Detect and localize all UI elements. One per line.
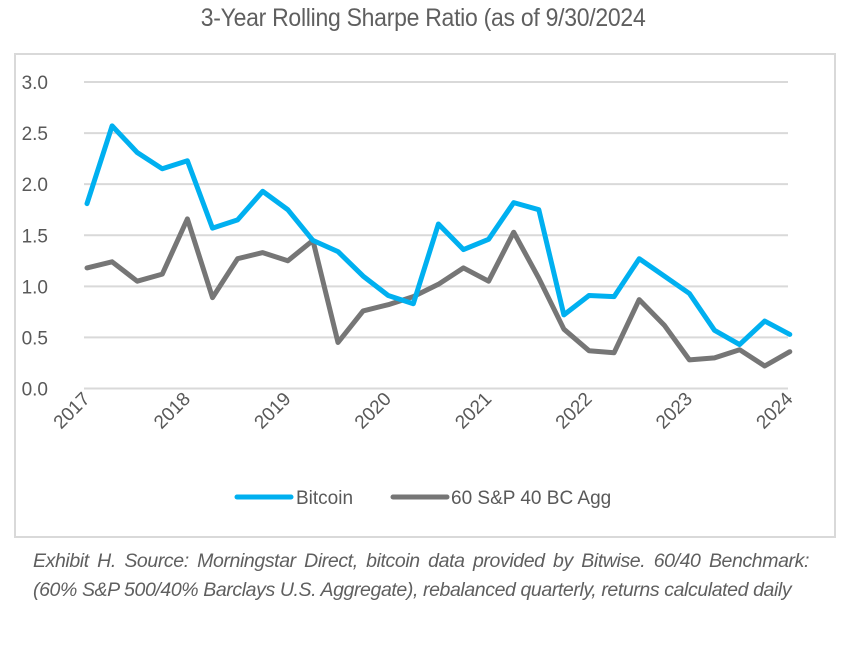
chart-title: 3-Year Rolling Sharpe Ratio (as of 9/30/… bbox=[200, 4, 646, 32]
series-line-60-s-p-40-bc-agg bbox=[84, 216, 793, 369]
y-axis-ticks: 0.0 0.5 1.0 1.5 2.0 2.5 3.0 bbox=[22, 73, 48, 401]
x-tick-label: 2019 bbox=[251, 389, 296, 434]
legend-label: Bitcoin bbox=[296, 488, 353, 509]
legend-label: 60 S&P 40 BC Agg bbox=[451, 488, 611, 509]
y-tick-label: 1.5 bbox=[22, 226, 48, 247]
line-chart: 0.00.51.01.52.02.53.0 2017 2018 2019 2020 20… bbox=[22, 73, 798, 509]
series-lines bbox=[84, 123, 793, 369]
series-line-bitcoin bbox=[84, 123, 793, 348]
x-tick-label: 2017 bbox=[50, 389, 95, 434]
x-tick-label: 2021 bbox=[451, 389, 496, 434]
y-tick-label: 2.0 bbox=[22, 175, 48, 196]
y-tick-label: 2.5 bbox=[22, 124, 48, 145]
x-tick-label: 2022 bbox=[552, 389, 597, 434]
x-tick-label: 2020 bbox=[351, 389, 396, 434]
x-axis-ticks: 2017 2018 2019 2020 2021 2022 2023 2024 bbox=[50, 388, 798, 433]
y-tick-label: 1.0 bbox=[22, 277, 48, 298]
x-tick-label: 2018 bbox=[150, 389, 195, 434]
y-tick-label: 0.5 bbox=[22, 328, 48, 349]
x-tick-label: 2023 bbox=[652, 389, 697, 434]
y-tick-label: 3.0 bbox=[22, 73, 48, 94]
y-tick-label: 0.0 bbox=[22, 380, 48, 401]
x-tick-label: 2024 bbox=[753, 388, 798, 433]
chart-caption: Exhibit H. Source: Morningstar Direct, b… bbox=[33, 550, 809, 601]
legend: Bitcoin 60 S&P 40 BC Agg bbox=[234, 488, 611, 509]
chart-area: 0.0 0.5 1.0 1.5 2.0 2.5 3.0 2017 2018 2019 2020 20… bbox=[14, 53, 836, 538]
